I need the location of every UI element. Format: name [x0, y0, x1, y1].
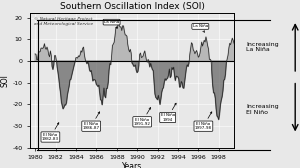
- Text: El Niño
1986-87: El Niño 1986-87: [99, 115, 117, 133]
- Text: Increasing
El Niño: Increasing El Niño: [246, 104, 279, 115]
- Y-axis label: SOI: SOI: [1, 78, 10, 91]
- Text: El Niño
1982-83: El Niño 1982-83: [52, 125, 70, 143]
- Text: Increasing
La Niña: Increasing La Niña: [246, 42, 279, 52]
- Text: El Niño
1991-92: El Niño 1991-92: [157, 111, 175, 129]
- Text: El Niño
1994: El Niño 1994: [187, 107, 204, 125]
- X-axis label: Years: Years: [144, 162, 164, 168]
- Text: © Natural Heritage Project
and Meteorological Service: © Natural Heritage Project and Meteorolo…: [42, 24, 101, 33]
- Text: La Niña: La Niña: [224, 31, 239, 38]
- Title: Southern Oscillation Index (SOI): Southern Oscillation Index (SOI): [81, 9, 226, 18]
- Text: La Niña: La Niña: [123, 27, 138, 34]
- Text: El Niño
1997-98: El Niño 1997-98: [226, 115, 245, 133]
